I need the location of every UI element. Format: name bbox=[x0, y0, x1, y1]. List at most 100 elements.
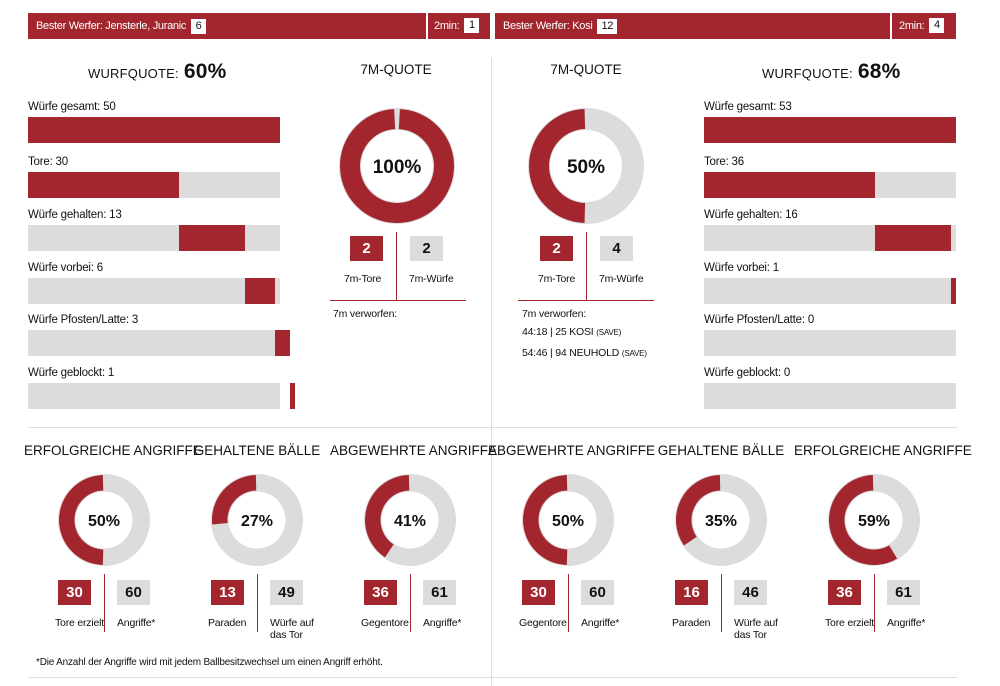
shot-row: Würfe Pfosten/Latte: 3 bbox=[28, 313, 291, 356]
shot-bar-track bbox=[28, 172, 280, 198]
seven-m-goals-box: 2 bbox=[540, 236, 573, 261]
seven-m-divider bbox=[586, 232, 587, 301]
seven-m-donut-segment bbox=[528, 109, 586, 223]
stat-donut-percent: 50% bbox=[552, 513, 584, 530]
seven-m-goals-label: 7m-Tore bbox=[344, 273, 382, 285]
stat-title: GEHALTENE BÄLLE bbox=[193, 443, 321, 458]
bottom-divider bbox=[28, 677, 957, 678]
shot-bar bbox=[274, 330, 291, 356]
stat-value-a: 36 bbox=[364, 580, 397, 605]
shot-label: Tore: 36 bbox=[704, 156, 744, 168]
stat-donut-segment bbox=[212, 475, 257, 525]
shot-row: Würfe gehalten: 13 bbox=[28, 208, 280, 251]
seven-m-donut-right: 50% bbox=[528, 108, 644, 224]
shot-bar bbox=[28, 117, 280, 143]
stat-label-a: Tore erzielt bbox=[55, 617, 104, 629]
shot-label: Würfe gehalten: 13 bbox=[28, 209, 122, 221]
stat-label-b: Angriffe* bbox=[423, 617, 462, 629]
stat-donut: 59% bbox=[828, 474, 920, 566]
stat-value-b: 61 bbox=[887, 580, 920, 605]
stat-title: ABGEWEHRTE ANGRIFFE bbox=[488, 443, 656, 458]
stat-donut-percent: 35% bbox=[705, 513, 737, 530]
shot-label: Würfe vorbei: 6 bbox=[28, 262, 103, 274]
stat-label-a: Gegentore bbox=[519, 617, 567, 629]
seven-m-donut-percent: 100% bbox=[373, 157, 422, 178]
stat-label-a: Paraden bbox=[672, 617, 711, 629]
shot-bar-track bbox=[28, 383, 296, 409]
stat-donut-svg: 50% bbox=[58, 474, 150, 566]
shot-label: Würfe Pfosten/Latte: 0 bbox=[704, 314, 815, 326]
seven-m-donut-svg: 50% bbox=[528, 108, 644, 224]
shot-bar-track bbox=[28, 117, 280, 143]
stat-donut-svg: 35% bbox=[675, 474, 767, 566]
seven-m-divider bbox=[396, 232, 397, 301]
shot-bar-track bbox=[704, 383, 956, 409]
stat-title: ERFOLGREICHE ANGRIFFE bbox=[24, 443, 202, 458]
shot-label: Tore: 30 bbox=[28, 156, 68, 168]
stat-label-b: Würfe auf das Tor bbox=[270, 617, 314, 641]
seven-m-throws-box: 4 bbox=[600, 236, 633, 261]
shot-label: Würfe gesamt: 50 bbox=[28, 101, 116, 113]
two-min-value: 4 bbox=[929, 18, 945, 33]
shot-bar bbox=[704, 172, 876, 198]
shot-bar bbox=[875, 225, 952, 251]
seven-m-goals-label: 7m-Tore bbox=[538, 273, 576, 285]
stat-value-b: 60 bbox=[581, 580, 614, 605]
stat-value-b: 61 bbox=[423, 580, 456, 605]
stat-donut-segment bbox=[676, 475, 721, 546]
seven-m-donut-segment bbox=[340, 109, 454, 223]
stat-donut: 27% bbox=[211, 474, 303, 566]
best-thrower-goals: 6 bbox=[191, 18, 207, 34]
seven-m-missed-entry: 44:18 | 25 KOSI (SAVE) bbox=[522, 326, 622, 338]
wurfquote-label: WURFQUOTE: bbox=[88, 66, 179, 81]
shot-row: Würfe Pfosten/Latte: 0 bbox=[704, 313, 956, 356]
shot-bar-track bbox=[28, 278, 280, 304]
stat-donut: 50% bbox=[522, 474, 614, 566]
stat-donut-segment bbox=[829, 475, 898, 565]
shot-bar-track bbox=[704, 278, 956, 304]
stat-value-a: 30 bbox=[58, 580, 91, 605]
best-thrower-goals: 12 bbox=[597, 18, 618, 34]
stat-divider bbox=[104, 574, 105, 632]
shot-bar-track bbox=[704, 117, 956, 143]
seven-m-underline bbox=[330, 300, 466, 301]
stat-label-b: Würfe auf das Tor bbox=[734, 617, 778, 641]
stat-donut: 41% bbox=[364, 474, 456, 566]
stat-donut: 35% bbox=[675, 474, 767, 566]
seven-m-throws-box: 2 bbox=[410, 236, 443, 261]
stat-divider bbox=[410, 574, 411, 632]
shot-bar-track bbox=[704, 172, 956, 198]
stat-title: ERFOLGREICHE ANGRIFFE bbox=[794, 443, 972, 458]
center-divider bbox=[491, 58, 492, 686]
seven-m-missed-entry: 54:46 | 94 NEUHOLD (SAVE) bbox=[522, 347, 647, 359]
shot-row: Würfe gesamt: 53 bbox=[704, 100, 956, 143]
shot-row: Würfe vorbei: 1 bbox=[704, 261, 956, 304]
stat-donut-percent: 59% bbox=[858, 513, 890, 530]
stat-value-b: 46 bbox=[734, 580, 767, 605]
seven-m-donut-svg: 100% bbox=[339, 108, 455, 224]
header-bar-left: Bester Werfer: Jensterle, Juranic 6 2min… bbox=[28, 13, 490, 39]
stat-value-b: 49 bbox=[270, 580, 303, 605]
stat-value-a: 13 bbox=[211, 580, 244, 605]
stat-divider bbox=[874, 574, 875, 632]
best-thrower-label: Bester Werfer: Kosi bbox=[503, 20, 593, 32]
shot-bar bbox=[28, 172, 180, 198]
stat-label-a: Paraden bbox=[208, 617, 247, 629]
stat-label-b: Angriffe* bbox=[581, 617, 620, 629]
stat-value-a: 16 bbox=[675, 580, 708, 605]
seven-m-title: 7M-QUOTE bbox=[360, 62, 432, 77]
seven-m-missed-label: 7m verworfen: bbox=[522, 308, 586, 320]
seven-m-missed-label: 7m verworfen: bbox=[333, 308, 397, 320]
seven-m-donut-percent: 50% bbox=[567, 157, 605, 178]
shot-row: Würfe gehalten: 16 bbox=[704, 208, 956, 251]
stat-donut: 50% bbox=[58, 474, 150, 566]
shot-bar bbox=[290, 383, 296, 409]
header-divider bbox=[890, 13, 892, 39]
header-divider bbox=[426, 13, 428, 39]
shot-row: Tore: 36 bbox=[704, 155, 956, 198]
stat-divider bbox=[568, 574, 569, 632]
two-min-label: 2min: bbox=[899, 19, 925, 32]
shot-label: Würfe vorbei: 1 bbox=[704, 262, 779, 274]
shot-row: Würfe gesamt: 50 bbox=[28, 100, 280, 143]
stat-donut-percent: 50% bbox=[88, 513, 120, 530]
